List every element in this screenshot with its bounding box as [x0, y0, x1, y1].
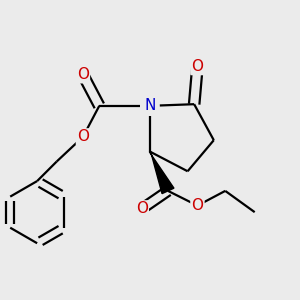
Text: N: N: [144, 98, 156, 113]
Text: O: O: [191, 59, 203, 74]
Text: O: O: [77, 129, 89, 144]
Polygon shape: [149, 152, 174, 194]
Text: O: O: [136, 201, 148, 216]
Text: O: O: [191, 198, 203, 213]
Text: O: O: [77, 67, 89, 82]
